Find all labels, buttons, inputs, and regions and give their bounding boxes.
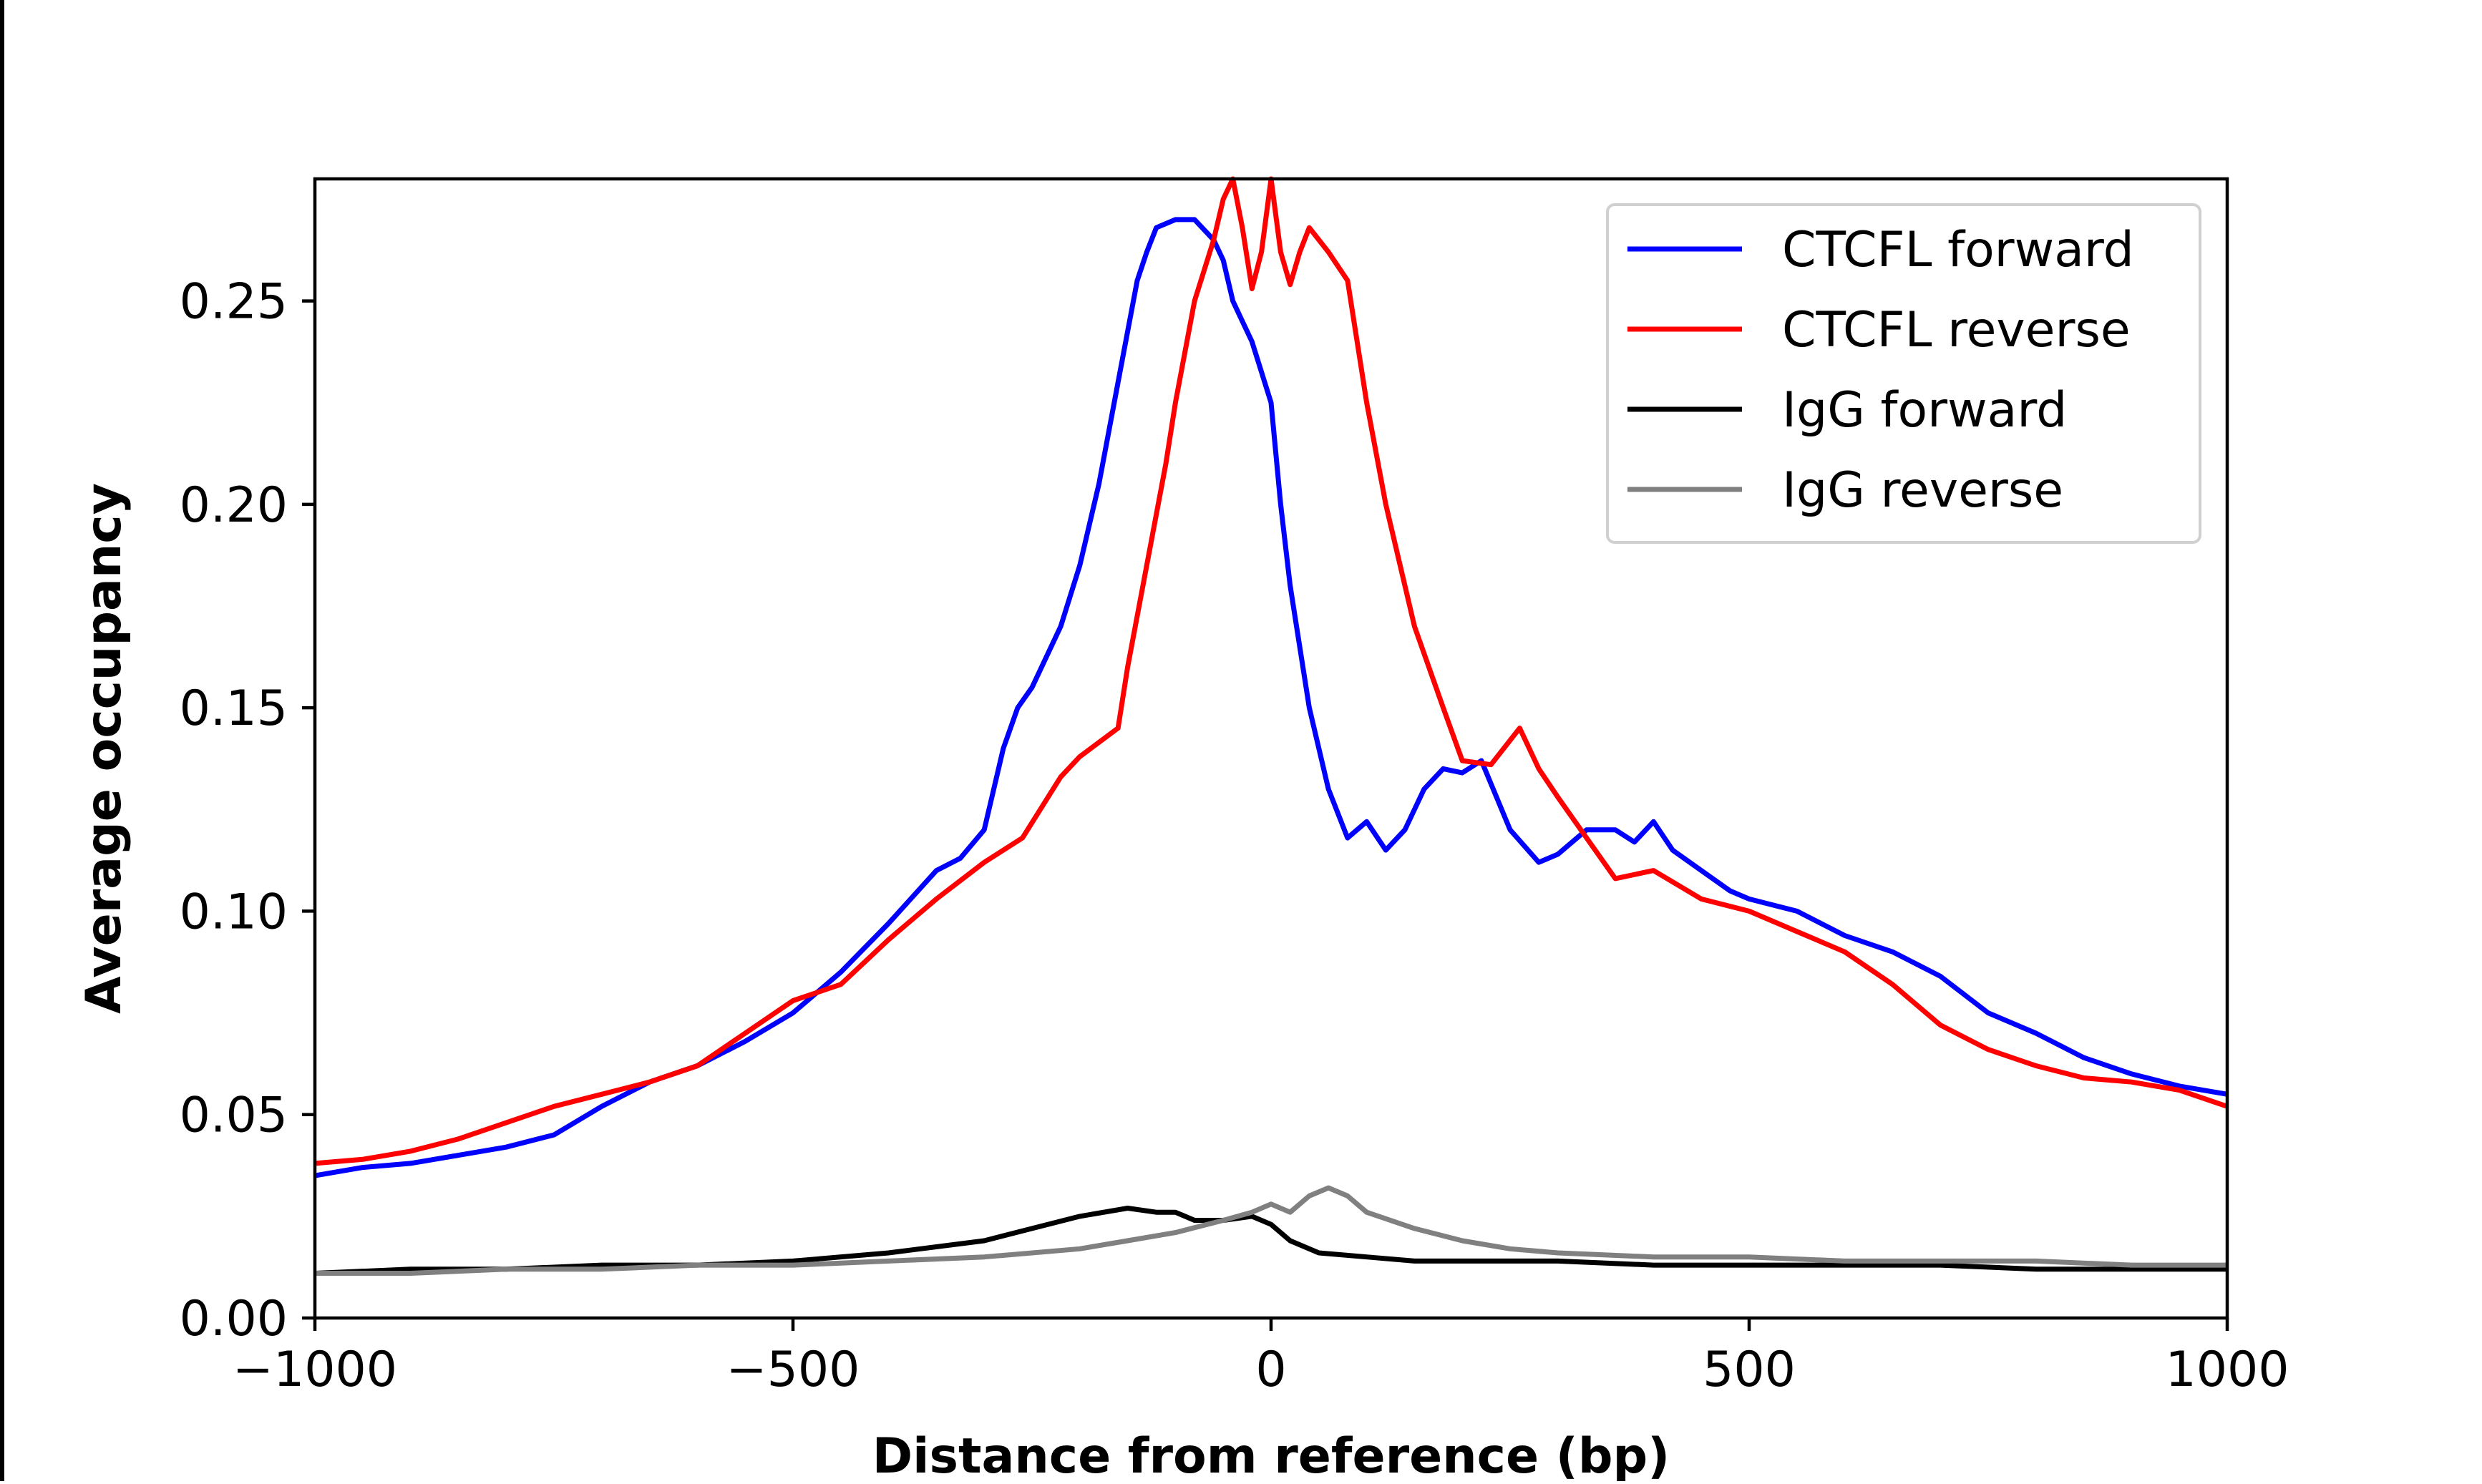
- series-line-ctcfl-forward: [315, 217, 2227, 1178]
- y-tick-label: 0.20: [180, 477, 288, 534]
- legend-label-ctcfl-forward: CTCFL forward: [1782, 222, 2134, 278]
- x-axis-label: Distance from reference (bp): [872, 1428, 1670, 1481]
- y-tick-label: 0.10: [180, 884, 288, 940]
- y-tick-label: 0.15: [180, 680, 288, 737]
- x-tick-label: 1000: [2165, 1342, 2289, 1398]
- series-line-igg-reverse: [315, 1185, 2227, 1276]
- legend: CTCFL forward CTCFL reverse IgG forward IgG…: [1606, 203, 2201, 544]
- x-axis: −1000 −500 0 500 1000: [233, 1318, 2289, 1398]
- legend-label-igg-forward: IgG forward: [1782, 382, 2067, 439]
- x-tick-label: 0: [1255, 1342, 1286, 1398]
- y-axis: 0.00 0.05 0.10 0.15 0.20 0.25: [180, 274, 315, 1347]
- y-axis-label: Average occupancy: [76, 483, 132, 1014]
- y-tick-label: 0.25: [180, 274, 288, 331]
- legend-label-ctcfl-reverse: CTCFL reverse: [1782, 302, 2131, 358]
- legend-box: [1606, 203, 2201, 544]
- y-tick-label: 0.00: [180, 1291, 288, 1347]
- x-tick-label: −500: [726, 1342, 860, 1398]
- legend-label-igg-reverse: IgG reverse: [1782, 462, 2063, 519]
- series-layer: [315, 176, 2227, 1276]
- figure-edge-bar: [0, 0, 4, 1481]
- x-tick-label: −1000: [233, 1342, 397, 1398]
- y-tick-label: 0.05: [180, 1088, 288, 1144]
- x-tick-label: 500: [1703, 1342, 1796, 1398]
